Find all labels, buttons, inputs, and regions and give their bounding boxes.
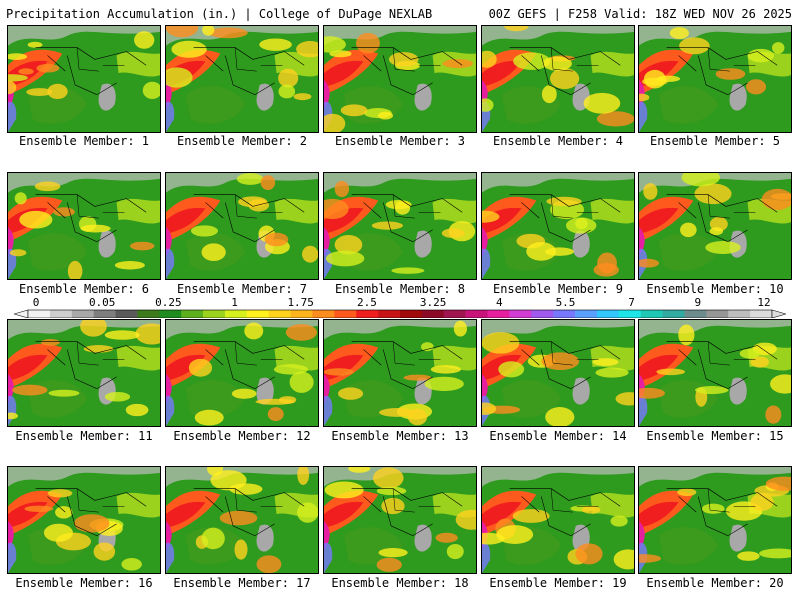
member-caption: Ensemble Member: 13 <box>331 429 469 443</box>
member-caption: Ensemble Member: 12 <box>173 429 311 443</box>
map-panel <box>638 319 792 427</box>
colorbar-bin <box>356 310 379 318</box>
colorbar-bin <box>290 310 313 318</box>
colorbar-bin <box>421 310 445 318</box>
colorbar-tick-label: 5.5 <box>556 296 576 309</box>
member-caption: Ensemble Member: 15 <box>646 429 784 443</box>
map-panel <box>7 466 161 574</box>
colorbar-bin <box>443 310 466 318</box>
run-valid-time: 00Z GEFS | F258 Valid: 18Z WED NOV 26 20… <box>488 7 792 21</box>
colorbar-bin <box>93 310 116 318</box>
map-panel <box>481 25 635 133</box>
colorbar-bin <box>640 310 663 318</box>
colorbar-bin <box>596 310 620 318</box>
colorbar-bin <box>137 310 160 318</box>
colorbar-tick-label: 3.25 <box>420 296 447 309</box>
member-caption: Ensemble Member: 6 <box>18 282 150 296</box>
chart-title: Precipitation Accumulation (in.) | Colle… <box>6 7 433 21</box>
map-panel <box>7 319 161 427</box>
map-panel <box>323 319 477 427</box>
colorbar-arrow-right <box>771 309 786 318</box>
member-caption: Ensemble Member: 20 <box>646 576 784 590</box>
member-caption: Ensemble Member: 16 <box>15 576 153 590</box>
map-panel <box>481 172 635 280</box>
colorbar-bin <box>268 310 291 318</box>
colorbar-bin <box>487 310 510 318</box>
map-panel <box>638 172 792 280</box>
colorbar-bin <box>203 310 226 318</box>
map-panel <box>638 466 792 574</box>
colorbar-arrow-left <box>14 309 29 318</box>
member-caption: Ensemble Member: 3 <box>334 134 466 148</box>
colorbar-tick-label: 9 <box>694 296 701 309</box>
colorbar-tick-label: 4 <box>496 296 503 309</box>
colorbar-bin <box>706 310 729 318</box>
member-caption: Ensemble Member: 11 <box>15 429 153 443</box>
map-panel <box>165 319 319 427</box>
precip-colorbar: 0 0.05 0.25 1 1.75 2.5 3.25 4 5.5 7 9 12 <box>14 296 786 318</box>
member-caption: Ensemble Member: 2 <box>176 134 308 148</box>
colorbar-tick-label: 0 <box>33 296 40 309</box>
colorbar-tick-label: 12 <box>757 296 770 309</box>
member-caption: Ensemble Member: 17 <box>173 576 311 590</box>
colorbar-bin <box>312 310 335 318</box>
colorbar-tick-label: 0.25 <box>155 296 182 309</box>
map-panel <box>481 319 635 427</box>
colorbar-bin <box>378 310 401 318</box>
map-panel <box>323 466 477 574</box>
colorbar-bin <box>28 310 51 318</box>
member-caption: Ensemble Member: 10 <box>646 282 784 296</box>
colorbar-tick-label: 1.75 <box>287 296 314 309</box>
colorbar-bin <box>246 310 269 318</box>
colorbar-bin <box>662 310 685 318</box>
member-caption: Ensemble Member: 4 <box>492 134 624 148</box>
member-caption: Ensemble Member: 19 <box>489 576 627 590</box>
member-caption: Ensemble Member: 8 <box>334 282 466 296</box>
colorbar-tick-label: 7 <box>628 296 635 309</box>
colorbar-bin <box>49 310 73 318</box>
colorbar-bin <box>509 310 532 318</box>
colorbar-bin <box>159 310 182 318</box>
colorbar-bin <box>531 310 554 318</box>
colorbar-bin <box>181 310 204 318</box>
map-panel <box>323 172 477 280</box>
member-caption: Ensemble Member: 18 <box>331 576 469 590</box>
colorbar-bin <box>553 310 576 318</box>
member-caption: Ensemble Member: 5 <box>649 134 781 148</box>
colorbar-tick-label: 2.5 <box>357 296 377 309</box>
colorbar-bin <box>224 310 248 318</box>
member-caption: Ensemble Member: 14 <box>489 429 627 443</box>
colorbar-bin <box>750 310 773 318</box>
map-panel <box>165 172 319 280</box>
map-panel <box>323 25 477 133</box>
colorbar-bin <box>115 310 138 318</box>
colorbar-bin <box>400 310 423 318</box>
map-panel <box>165 25 319 133</box>
map-panel <box>638 25 792 133</box>
map-panel <box>7 25 161 133</box>
colorbar-bin <box>71 310 94 318</box>
colorbar-bin <box>334 310 357 318</box>
map-panel <box>165 466 319 574</box>
colorbar-tick-label: 0.05 <box>89 296 116 309</box>
colorbar-bin <box>575 310 598 318</box>
member-caption: Ensemble Member: 9 <box>492 282 624 296</box>
member-caption: Ensemble Member: 7 <box>176 282 308 296</box>
colorbar-bin <box>728 310 751 318</box>
map-panel <box>481 466 635 574</box>
member-caption: Ensemble Member: 1 <box>18 134 150 148</box>
map-panel <box>7 172 161 280</box>
colorbar-bin <box>618 310 641 318</box>
colorbar-bin <box>465 310 488 318</box>
colorbar-tick-label: 1 <box>231 296 238 309</box>
colorbar-bin <box>684 310 707 318</box>
